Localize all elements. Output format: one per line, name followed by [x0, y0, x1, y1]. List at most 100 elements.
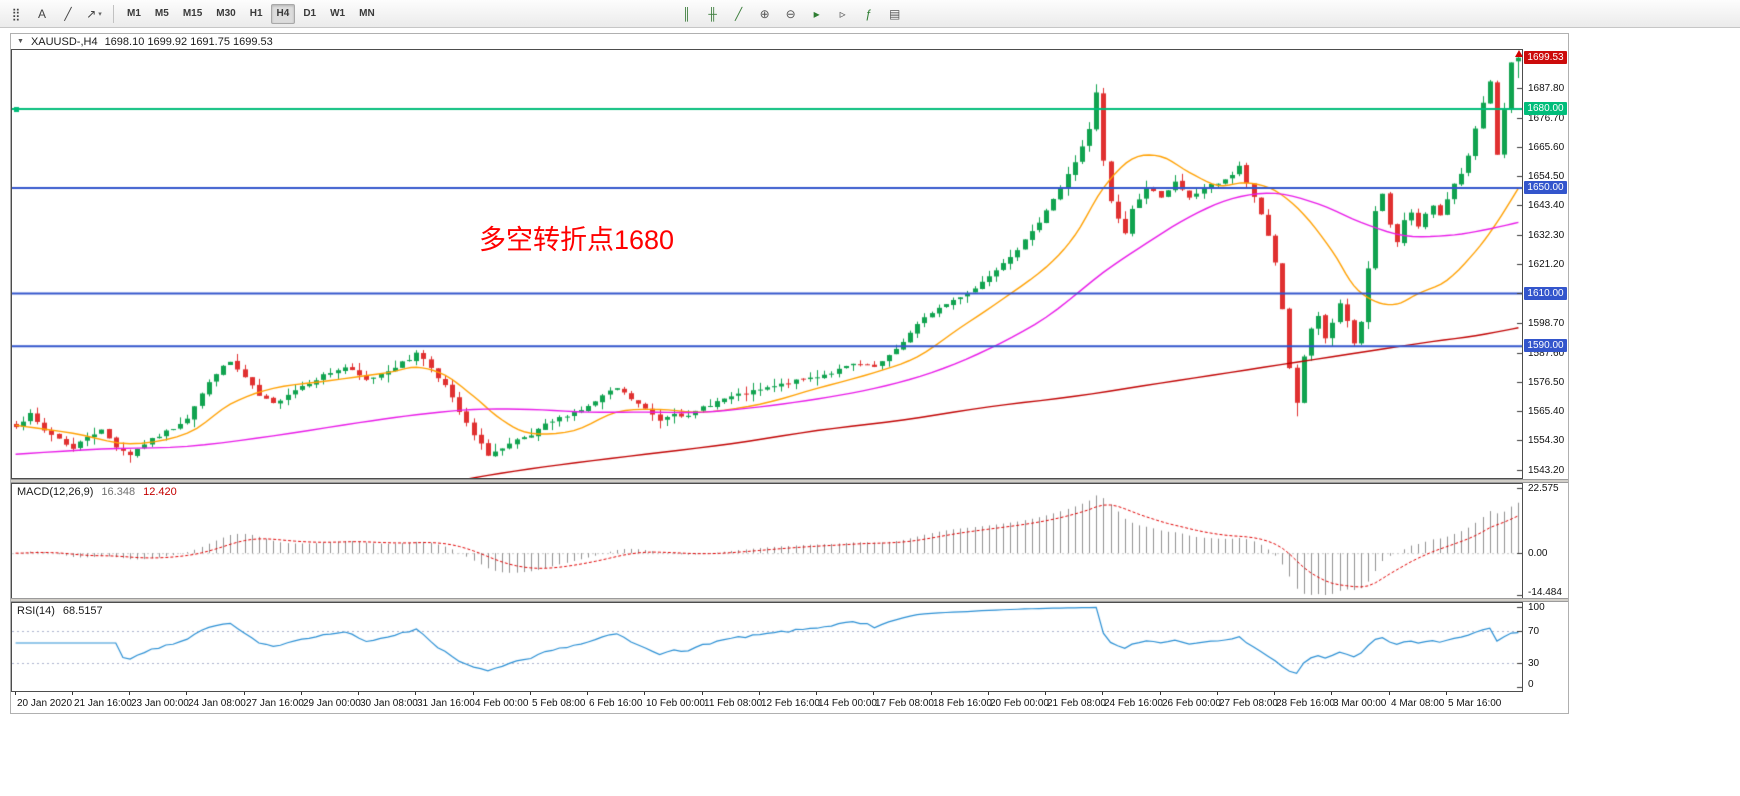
auto-scroll-button[interactable]: ▸ [805, 3, 829, 25]
chart-window: ▼ XAUUSD-,H4 1698.10 1699.92 1691.75 169… [10, 33, 1569, 714]
time-tick [1274, 692, 1275, 695]
text-label-icon: A [37, 6, 46, 21]
price-axis[interactable]: 1687.80 1676.70 1665.60 1654.50 1643.40 1632.… [1523, 49, 1568, 479]
collapse-arrow-icon[interactable]: ▼ [17, 38, 24, 45]
price-arrow-icon[interactable] [1515, 50, 1524, 57]
macd-label: MACD(12,26,9) [17, 486, 94, 498]
time-axis-label: 21 Jan 16:00 [74, 698, 132, 709]
price-tick-label: 1643.40 [1528, 200, 1565, 212]
time-tick [186, 692, 187, 695]
price-tick-label: 1621.20 [1528, 259, 1565, 270]
macd-canvas[interactable] [12, 484, 1522, 599]
templates-button[interactable]: ▤ [883, 3, 907, 25]
time-tick [873, 692, 874, 695]
time-axis-label: 10 Feb 00:00 [646, 698, 705, 709]
chart-shift-icon: ▹ [839, 6, 846, 21]
rsi-axis[interactable]: 100 70 30 0 [1523, 602, 1568, 692]
level-tag-1680: 1680.00 [1524, 102, 1567, 116]
zoom-out-button[interactable]: ⊖ [779, 3, 803, 25]
ohlc-readout: 1698.10 1699.92 1691.75 1699.53 [104, 35, 273, 48]
timeframe-m15-button[interactable]: M15 [182, 8, 203, 19]
toolbar: ⣿ A ╱ ↗ ▾ M1 M5 M15 M30 H1 H4 D1 W1 MN ║ ╫ ╱ ⊕ ⊖ ▸ ▹ ƒ ▤ [0, 0, 1740, 28]
time-axis-label: 28 Feb 16:00 [1276, 698, 1335, 709]
time-tick [415, 692, 416, 695]
time-tick [1045, 692, 1046, 695]
bar-chart-icon: ║ [682, 6, 691, 21]
price-tick-label: 1554.30 [1528, 435, 1565, 447]
arrow-objects-icon: ↗ [86, 6, 97, 21]
pane-splitter[interactable] [11, 479, 1568, 483]
time-axis-label: 24 Feb 16:00 [1104, 698, 1163, 709]
rsi-value: 68.5157 [62, 605, 103, 617]
level-tag-1650: 1650.00 [1524, 181, 1567, 195]
chart-title-bar: ▼ XAUUSD-,H4 1698.10 1699.92 1691.75 169… [11, 34, 1568, 49]
pane-splitter[interactable] [11, 598, 1568, 602]
candlestick-chart-button[interactable]: ╫ [701, 3, 725, 25]
timeframe-m5-button[interactable]: M5 [154, 8, 169, 19]
zoom-in-icon: ⊕ [759, 6, 770, 21]
line-chart-icon: ╱ [735, 6, 743, 21]
macd-pane: MACD(12,26,9) 16.348 12.420 [11, 483, 1523, 600]
timeframe-mn-button[interactable]: MN [359, 8, 375, 19]
rsi-header: RSI(14) 68.5157 [17, 605, 103, 617]
time-axis-label: 20 Feb 00:00 [990, 698, 1049, 709]
price-tick-label: 1665.60 [1528, 141, 1565, 153]
price-tick-label: 1543.20 [1528, 464, 1565, 476]
timeframe-m1-button[interactable]: M1 [127, 8, 141, 19]
macd-axis[interactable]: 22.575 0.00 -14.484 [1523, 483, 1568, 600]
time-tick [244, 692, 245, 695]
drawing-toolbar: ⣿ A ╱ ↗ ▾ [3, 0, 107, 27]
time-axis-label: 6 Feb 16:00 [589, 698, 643, 709]
trendline-button[interactable]: ╱ [56, 3, 80, 25]
macd-header: MACD(12,26,9) 16.348 12.420 [17, 486, 177, 498]
timeframe-m30-button[interactable]: M30 [216, 8, 236, 19]
rsi-scale-label: 100 [1528, 602, 1545, 613]
time-tick [1389, 692, 1390, 695]
line-chart-button[interactable]: ╱ [727, 3, 751, 25]
time-axis-label: 24 Jan 08:00 [188, 698, 246, 709]
time-axis-label: 5 Feb 08:00 [532, 698, 586, 709]
cursor-grid-button[interactable]: ⣿ [4, 3, 28, 25]
rsi-scale-label: 0 [1528, 679, 1534, 690]
timeframe-w1-button[interactable]: W1 [330, 8, 346, 19]
templates-icon: ▤ [889, 6, 901, 21]
toolbar-separator [113, 4, 114, 23]
rsi-canvas[interactable] [12, 603, 1522, 691]
timeframe-h4-button[interactable]: H4 [270, 3, 296, 24]
candlestick-chart-icon: ╫ [708, 6, 717, 21]
time-axis-label: 14 Feb 00:00 [818, 698, 877, 709]
arrow-objects-button[interactable]: ↗ ▾ [82, 3, 106, 25]
price-tick-label: 1576.50 [1528, 376, 1565, 388]
trendline-icon: ╱ [64, 6, 72, 21]
time-axis-label: 21 Feb 08:00 [1047, 698, 1106, 709]
price-tick-label: 1687.80 [1528, 83, 1565, 95]
macd-main-value: 16.348 [101, 486, 136, 498]
price-tick-label: 1565.40 [1528, 406, 1565, 418]
text-label-button[interactable]: A [30, 3, 54, 25]
time-tick [988, 692, 989, 695]
time-tick [72, 692, 73, 695]
level-tag-1610: 1610.00 [1524, 286, 1567, 300]
dropdown-caret-icon: ▾ [98, 10, 102, 18]
time-tick [15, 692, 16, 695]
time-axis-label: 20 Jan 2020 [17, 698, 73, 709]
timeframe-d1-button[interactable]: D1 [303, 8, 317, 19]
price-tick-label: 1598.70 [1528, 318, 1565, 330]
charts-toolbar: ║ ╫ ╱ ⊕ ⊖ ▸ ▹ ƒ ▤ [674, 0, 908, 27]
time-axis[interactable]: 20 Jan 2020 21 Jan 16:00 23 Jan 00:00 24 Ja… [11, 692, 1568, 713]
main-chart-canvas[interactable] [12, 50, 1522, 478]
chart-shift-button[interactable]: ▹ [831, 3, 855, 25]
time-tick [702, 692, 703, 695]
bar-chart-button[interactable]: ║ [675, 3, 699, 25]
zoom-in-button[interactable]: ⊕ [753, 3, 777, 25]
timeframe-h1-button[interactable]: H1 [249, 8, 263, 19]
time-tick [644, 692, 645, 695]
time-axis-label: 29 Jan 00:00 [303, 698, 361, 709]
chart-annotation-text[interactable]: 多空转折点1680 [479, 225, 675, 255]
rsi-scale-label: 30 [1528, 658, 1540, 669]
time-tick [1446, 692, 1447, 695]
time-tick [301, 692, 302, 695]
time-tick [129, 692, 130, 695]
indicators-button[interactable]: ƒ [857, 3, 881, 25]
time-axis-label: 3 Mar 00:00 [1333, 698, 1387, 709]
